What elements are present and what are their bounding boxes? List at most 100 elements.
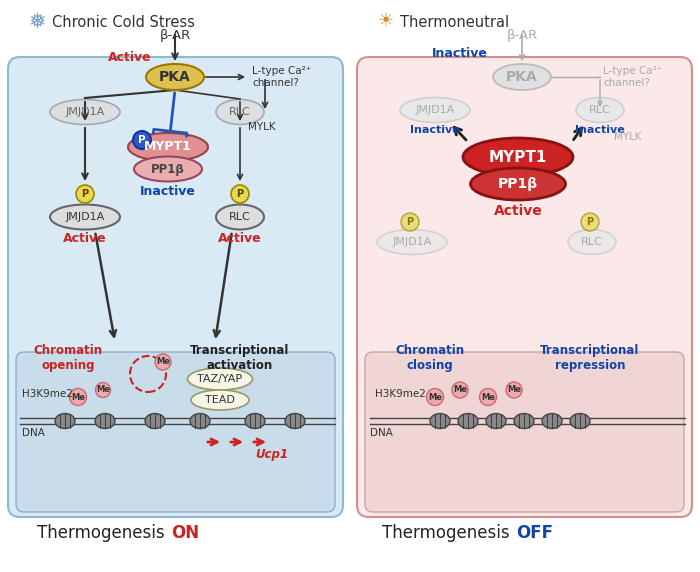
- Text: TAZ/YAP: TAZ/YAP: [197, 374, 243, 384]
- Ellipse shape: [188, 368, 253, 390]
- Text: Me: Me: [481, 392, 495, 402]
- Text: TEAD: TEAD: [205, 395, 235, 405]
- Ellipse shape: [216, 205, 264, 229]
- Text: P: P: [81, 189, 89, 199]
- Ellipse shape: [430, 414, 450, 428]
- Text: JMJD1A: JMJD1A: [393, 237, 432, 247]
- Text: P: P: [138, 135, 146, 145]
- Ellipse shape: [216, 100, 264, 125]
- Text: Inactive: Inactive: [432, 47, 488, 60]
- Ellipse shape: [95, 414, 115, 428]
- Ellipse shape: [401, 213, 419, 231]
- Ellipse shape: [146, 64, 204, 90]
- Text: P: P: [407, 217, 414, 227]
- Text: Transcriptional
activation: Transcriptional activation: [190, 344, 290, 372]
- Text: Inactive: Inactive: [410, 125, 460, 135]
- Ellipse shape: [470, 168, 566, 200]
- Text: MYPT1: MYPT1: [144, 141, 192, 153]
- Ellipse shape: [542, 414, 562, 428]
- Text: Me: Me: [453, 386, 467, 395]
- Text: RLC: RLC: [589, 105, 611, 115]
- Ellipse shape: [76, 185, 94, 203]
- Text: Ucp1: Ucp1: [255, 448, 288, 461]
- Ellipse shape: [128, 133, 208, 161]
- Text: PP1β: PP1β: [151, 162, 185, 176]
- Text: Transcriptional
repression: Transcriptional repression: [540, 344, 640, 372]
- Text: P: P: [237, 189, 244, 199]
- Text: Me: Me: [96, 386, 110, 395]
- Text: PP1β: PP1β: [498, 177, 538, 191]
- Ellipse shape: [493, 64, 551, 90]
- FancyBboxPatch shape: [357, 57, 692, 517]
- Ellipse shape: [190, 414, 210, 428]
- Ellipse shape: [231, 185, 249, 203]
- Text: Me: Me: [507, 386, 521, 395]
- Text: JMJD1A: JMJD1A: [65, 107, 104, 117]
- FancyBboxPatch shape: [16, 352, 335, 512]
- Text: Inactive: Inactive: [140, 185, 196, 198]
- Ellipse shape: [133, 131, 151, 149]
- Text: Thermogenesis: Thermogenesis: [382, 524, 515, 542]
- Text: DNA: DNA: [370, 428, 393, 438]
- Text: Thermogenesis: Thermogenesis: [37, 524, 170, 542]
- Text: Me: Me: [71, 392, 85, 402]
- Text: MYLK: MYLK: [614, 132, 642, 142]
- Text: OFF: OFF: [516, 524, 553, 542]
- Text: ☀: ☀: [378, 12, 394, 30]
- Ellipse shape: [50, 100, 120, 125]
- Ellipse shape: [285, 414, 305, 428]
- Text: RLC: RLC: [229, 107, 251, 117]
- Text: JMJD1A: JMJD1A: [65, 212, 104, 222]
- Ellipse shape: [514, 414, 534, 428]
- Text: PKA: PKA: [506, 70, 538, 84]
- Ellipse shape: [55, 414, 75, 428]
- Text: L-type Ca²⁺
channel?: L-type Ca²⁺ channel?: [603, 66, 662, 88]
- Text: Chronic Cold Stress: Chronic Cold Stress: [52, 15, 195, 30]
- Text: H3K9me2: H3K9me2: [22, 389, 73, 399]
- Text: Thermoneutral: Thermoneutral: [400, 15, 509, 30]
- Ellipse shape: [50, 205, 120, 229]
- Ellipse shape: [506, 382, 522, 398]
- Ellipse shape: [576, 97, 624, 122]
- Text: ❅: ❅: [28, 12, 46, 32]
- Text: L-type Ca²⁺
channel?: L-type Ca²⁺ channel?: [252, 66, 312, 88]
- Ellipse shape: [581, 213, 599, 231]
- Text: Active: Active: [218, 232, 262, 245]
- Text: PKA: PKA: [159, 70, 191, 84]
- Text: RLC: RLC: [229, 212, 251, 222]
- Ellipse shape: [377, 229, 447, 255]
- Ellipse shape: [426, 388, 444, 406]
- Ellipse shape: [155, 354, 171, 370]
- Ellipse shape: [145, 414, 165, 428]
- Ellipse shape: [191, 390, 249, 410]
- Text: Me: Me: [156, 358, 170, 367]
- Text: Me: Me: [428, 392, 442, 402]
- Text: Active: Active: [63, 232, 107, 245]
- Ellipse shape: [486, 414, 506, 428]
- Ellipse shape: [458, 414, 478, 428]
- Ellipse shape: [463, 138, 573, 176]
- Ellipse shape: [452, 382, 468, 398]
- Text: β-AR: β-AR: [160, 29, 190, 42]
- Text: Chromatin
closing: Chromatin closing: [395, 344, 465, 372]
- Text: ON: ON: [171, 524, 199, 542]
- FancyBboxPatch shape: [365, 352, 684, 512]
- Ellipse shape: [570, 414, 590, 428]
- Text: MYLK: MYLK: [248, 122, 276, 132]
- Text: Active: Active: [494, 204, 542, 218]
- Ellipse shape: [245, 414, 265, 428]
- Text: Active: Active: [108, 51, 152, 64]
- Text: MYPT1: MYPT1: [489, 149, 547, 165]
- Text: Chromatin
opening: Chromatin opening: [34, 344, 103, 372]
- Text: β-AR: β-AR: [506, 29, 538, 42]
- Ellipse shape: [134, 157, 202, 181]
- Text: RLC: RLC: [581, 237, 603, 247]
- Text: H3K9me2: H3K9me2: [375, 389, 426, 399]
- Ellipse shape: [568, 229, 616, 255]
- Ellipse shape: [95, 383, 111, 398]
- Text: P: P: [587, 217, 594, 227]
- Text: DNA: DNA: [22, 428, 45, 438]
- Text: JMJD1A: JMJD1A: [415, 105, 454, 115]
- Ellipse shape: [480, 388, 496, 406]
- FancyBboxPatch shape: [8, 57, 343, 517]
